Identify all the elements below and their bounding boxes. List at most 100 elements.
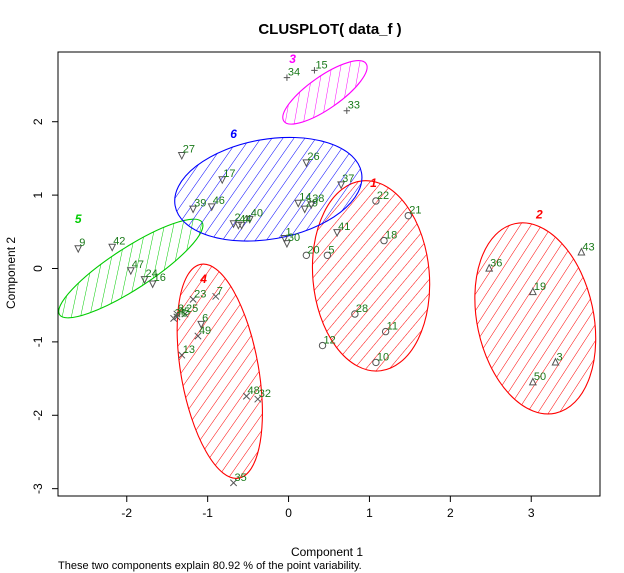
cluster-1-ellipse [311, 180, 431, 372]
point-22-label: 22 [377, 190, 389, 202]
point-15-marker [311, 67, 318, 74]
y-tick-label: 0 [31, 265, 45, 272]
point-23-label: 23 [194, 288, 206, 300]
cluster-4-label: 4 [199, 272, 207, 286]
point-35-label: 35 [235, 472, 247, 484]
point-13-label: 13 [183, 344, 195, 356]
point-3-label: 3 [557, 351, 563, 363]
point-8-label: 8 [178, 303, 184, 315]
y-tick-label: -1 [31, 336, 45, 347]
point-17-marker [218, 176, 227, 185]
cluster-ellipses [58, 60, 597, 479]
point-4-label: 4 [243, 213, 249, 225]
point-33-marker [343, 107, 350, 114]
x-tick-label: 0 [285, 506, 292, 520]
x-tick-label: -1 [202, 506, 213, 520]
point-40-marker [245, 215, 254, 224]
point-44-marker [234, 221, 243, 230]
y-tick-label: -2 [31, 410, 45, 421]
point-47-label: 47 [132, 259, 144, 271]
point-5-label: 5 [328, 244, 334, 256]
point-35-marker [229, 479, 238, 487]
point-49-label: 49 [199, 325, 211, 337]
point-36-marker [485, 263, 494, 272]
point-29-label: 29 [306, 197, 318, 209]
point-34-marker [283, 74, 291, 81]
point-14-marker [294, 199, 303, 208]
x-tick-label: -2 [121, 506, 132, 520]
point-43-label: 43 [582, 241, 594, 253]
point-14-label: 14 [299, 191, 311, 203]
point-16-label: 16 [154, 272, 166, 284]
point-16-marker [148, 280, 157, 289]
point-24-label: 24 [146, 268, 158, 280]
point-26-label: 26 [307, 151, 319, 163]
point-9-marker [74, 245, 83, 254]
point-6-label: 6 [202, 313, 208, 325]
point-5-marker [323, 251, 332, 259]
point-11-label: 11 [387, 321, 398, 333]
point-22-marker [372, 197, 380, 205]
point-37-label: 37 [342, 173, 354, 185]
point-12-label: 12 [324, 335, 336, 347]
point-11-marker [381, 327, 390, 336]
point-9-label: 9 [79, 237, 85, 249]
point-30-label: 30 [288, 232, 300, 244]
point-19-label: 19 [534, 281, 546, 293]
point-7-marker [212, 292, 220, 300]
cluster-4-ellipse [176, 263, 263, 479]
point-28-marker [351, 310, 359, 318]
point-29-marker [300, 205, 309, 214]
point-19-marker [528, 287, 537, 296]
point-7-label: 7 [217, 285, 223, 297]
cluster-6-ellipse [174, 136, 363, 242]
point-2-marker [229, 220, 238, 229]
point-28-label: 28 [356, 303, 368, 315]
point-45-label: 45 [178, 306, 190, 318]
y-tick-label: 1 [31, 191, 45, 198]
point-27-marker [177, 152, 186, 161]
point-1-marker [280, 234, 289, 243]
x-axis-label: Component 1 [291, 545, 363, 559]
point-46-marker [207, 203, 216, 212]
point-36-label: 36 [490, 257, 502, 269]
point-49-marker [194, 332, 202, 340]
point-42-label: 42 [113, 235, 125, 247]
point-25-marker [181, 310, 189, 318]
point-42-marker [108, 243, 117, 252]
cluster-3-label: 3 [289, 52, 296, 66]
y-axis-label: Component 2 [4, 237, 18, 309]
point-44-label: 44 [239, 213, 251, 225]
y-tick-label: -3 [31, 483, 45, 494]
point-39-marker [189, 205, 198, 214]
data-points: 1234567891011121314151617181920212223242… [74, 59, 595, 487]
point-46-label: 46 [213, 195, 225, 207]
point-3-marker [551, 357, 560, 366]
cluster-5-label: 5 [75, 212, 82, 226]
point-48-label: 48 [247, 385, 259, 397]
point-50-marker [528, 377, 537, 386]
point-32-marker [254, 395, 262, 403]
point-32-label: 32 [259, 388, 271, 400]
variability-note: These two components explain 80.92 % of … [58, 560, 362, 572]
y-axis: -3 -2 -1 0 1 2 [31, 118, 59, 494]
cluster-6-label: 6 [230, 127, 237, 141]
point-30-marker [282, 240, 291, 249]
point-17-label: 17 [223, 168, 235, 180]
point-26-marker [302, 159, 311, 168]
point-6-marker [197, 320, 206, 329]
chart-title: CLUSPLOT( data_f ) [258, 21, 401, 38]
point-18-label: 18 [385, 230, 397, 242]
point-38-marker [307, 201, 316, 210]
point-23-marker [189, 295, 197, 303]
point-25-label: 25 [186, 303, 198, 315]
point-10-marker [372, 358, 380, 367]
point-18-marker [380, 236, 388, 245]
point-27-label: 27 [183, 144, 195, 156]
point-10-label: 10 [377, 351, 389, 363]
point-47-marker [126, 267, 135, 276]
cluster-2-ellipse [474, 222, 597, 415]
point-20-label: 20 [307, 244, 319, 256]
point-13-marker [178, 351, 186, 359]
